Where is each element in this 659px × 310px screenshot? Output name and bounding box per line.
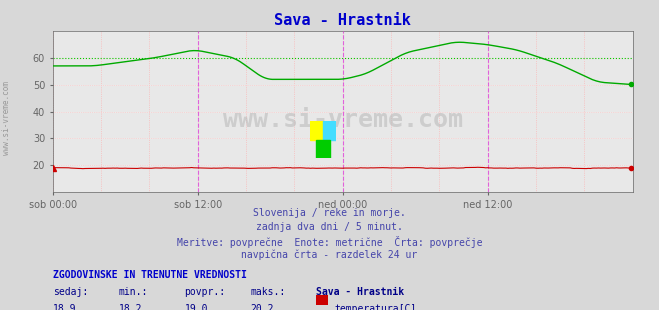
Text: navpična črta - razdelek 24 ur: navpična črta - razdelek 24 ur: [241, 250, 418, 260]
Text: 20.2: 20.2: [250, 304, 274, 310]
Text: www.si-vreme.com: www.si-vreme.com: [223, 108, 463, 132]
Text: www.si-vreme.com: www.si-vreme.com: [2, 81, 11, 155]
Text: 19.0: 19.0: [185, 304, 208, 310]
Bar: [316, 140, 330, 158]
Bar: [310, 121, 323, 140]
Text: 18.9: 18.9: [53, 304, 76, 310]
Text: Meritve: povprečne  Enote: metrične  Črta: povprečje: Meritve: povprečne Enote: metrične Črta:…: [177, 236, 482, 248]
Text: povpr.:: povpr.:: [185, 287, 225, 297]
Text: ZGODOVINSKE IN TRENUTNE VREDNOSTI: ZGODOVINSKE IN TRENUTNE VREDNOSTI: [53, 270, 246, 280]
Text: Sava - Hrastnik: Sava - Hrastnik: [316, 287, 405, 297]
Title: Sava - Hrastnik: Sava - Hrastnik: [274, 13, 411, 29]
Text: maks.:: maks.:: [250, 287, 285, 297]
Text: zadnja dva dni / 5 minut.: zadnja dva dni / 5 minut.: [256, 222, 403, 232]
Bar: [323, 121, 336, 140]
Text: Slovenija / reke in morje.: Slovenija / reke in morje.: [253, 208, 406, 218]
Text: temperatura[C]: temperatura[C]: [335, 304, 417, 310]
Text: min.:: min.:: [119, 287, 148, 297]
Text: 18.2: 18.2: [119, 304, 142, 310]
Text: sedaj:: sedaj:: [53, 287, 88, 297]
